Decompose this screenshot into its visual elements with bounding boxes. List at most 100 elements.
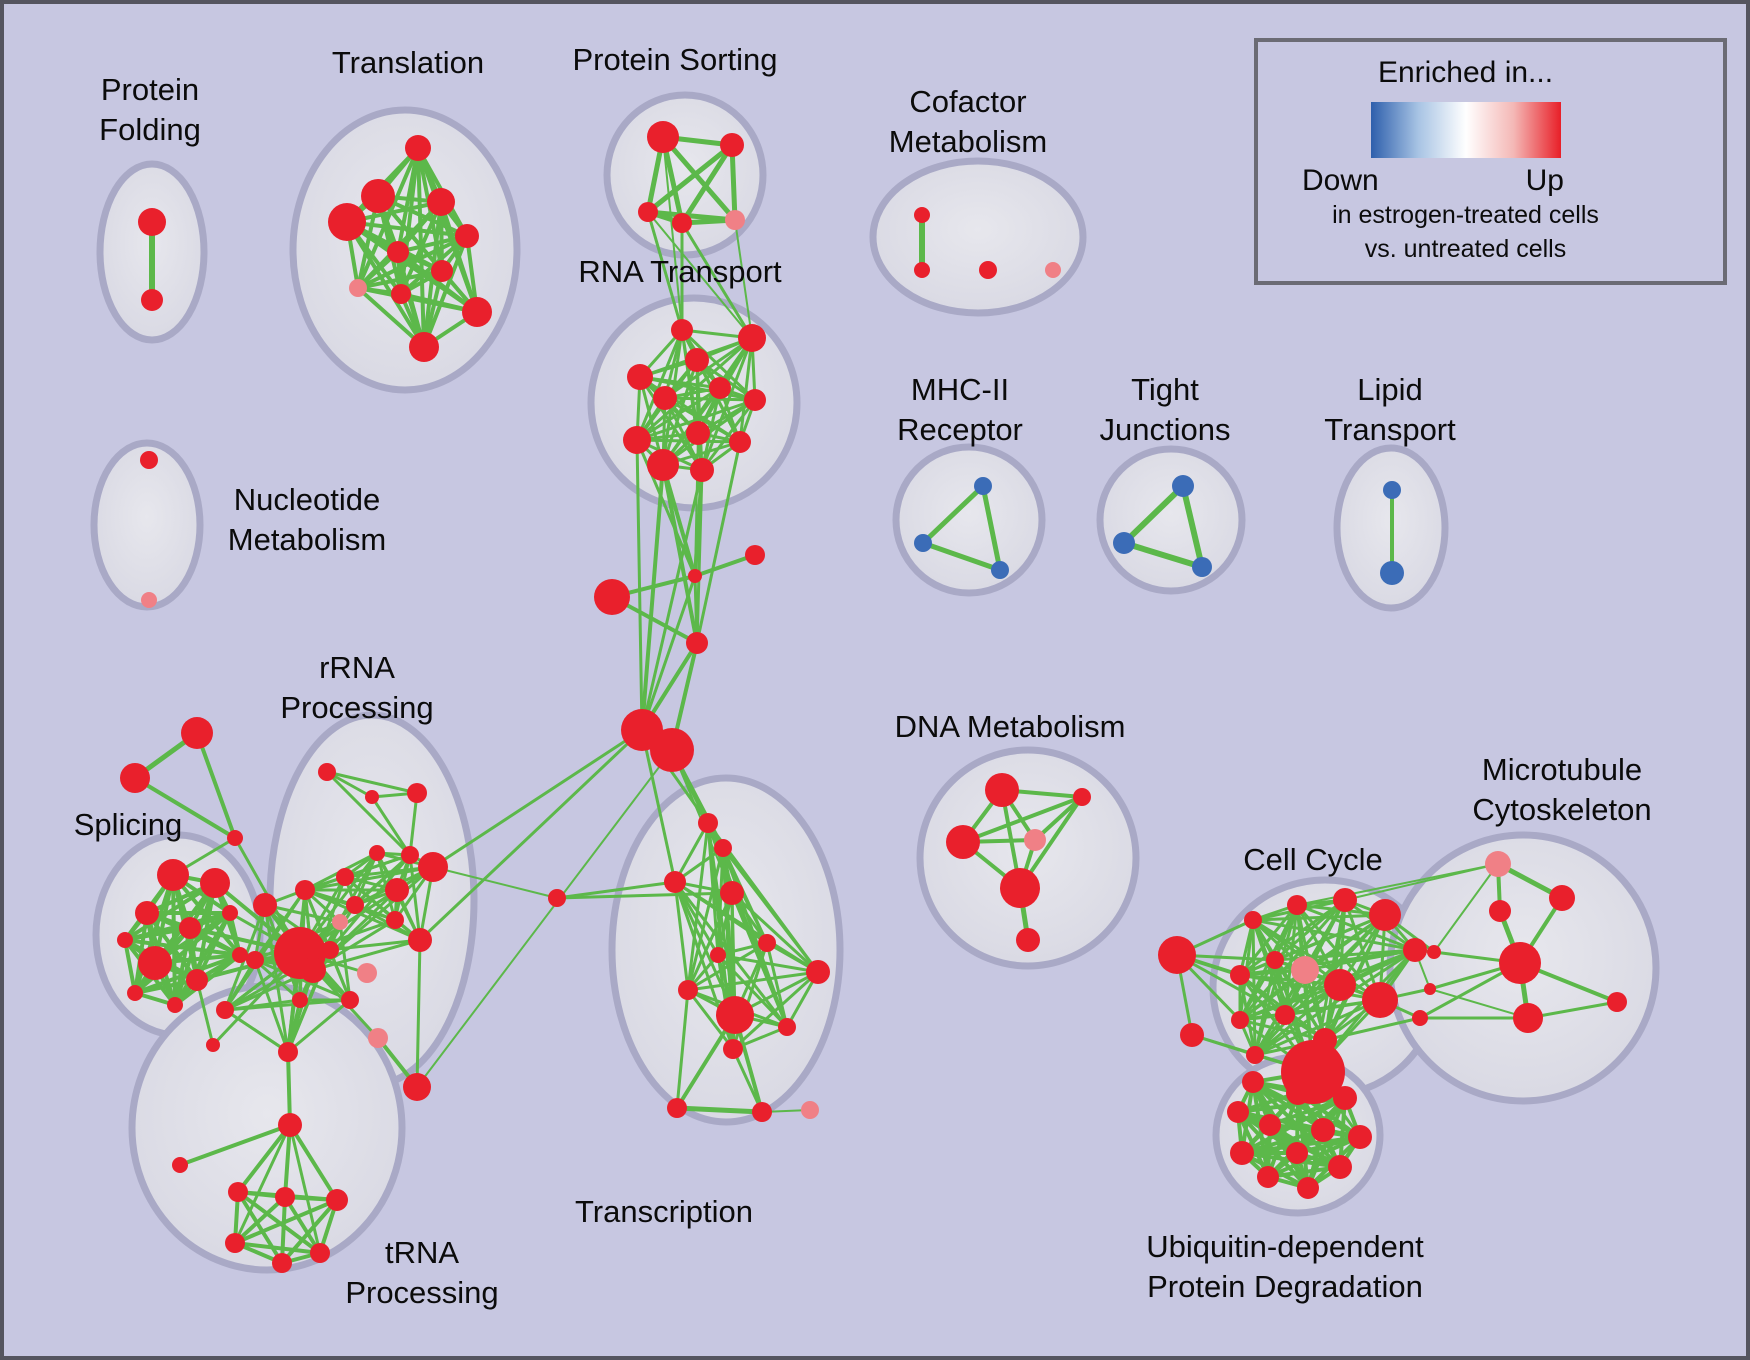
cluster-label-rrna-processing: rRNA	[319, 650, 395, 685]
clique-edge-transcription	[673, 821, 710, 884]
overlap-edge	[734, 219, 753, 339]
gene-set-node-21	[627, 364, 653, 390]
clique-edge-rna-transport	[663, 396, 757, 402]
legend: Enriched in... Down Up in estrogen-treat…	[1254, 38, 1727, 285]
gene-set-node-58	[336, 868, 354, 886]
overlap-edge	[236, 1123, 292, 1194]
gene-set-node-74	[292, 992, 308, 1008]
clique-edge-splicing	[123, 938, 242, 957]
gene-set-node-35	[914, 534, 932, 552]
cluster-label-ubiquitin-degradation: Ubiquitin-dependent	[1146, 1229, 1424, 1264]
gene-set-node-127	[1291, 956, 1319, 984]
gene-set-node-116	[1073, 788, 1091, 806]
gene-set-node-69	[408, 928, 432, 952]
clique-edge-transcription	[686, 988, 735, 1051]
gene-set-node-81	[179, 917, 201, 939]
gene-set-node-50	[181, 717, 213, 749]
clique-edge-transcription	[765, 941, 789, 1029]
clique-edge-rrna-a	[325, 770, 412, 857]
cluster-label-lipid-transport: Lipid	[1357, 372, 1423, 407]
clique-edge-rrna-c	[286, 998, 352, 1054]
overlap-edge	[415, 938, 422, 1089]
overlap-edge	[178, 1123, 292, 1167]
gene-set-node-140	[1513, 1003, 1543, 1033]
gene-set-node-104	[710, 947, 726, 963]
cluster-label-rna-transport: RNA Transport	[578, 254, 782, 289]
gene-set-node-87	[167, 997, 183, 1013]
overlap-edge	[195, 731, 237, 840]
gene-set-node-34	[974, 477, 992, 495]
overlap-edge	[1175, 953, 1287, 1017]
gene-set-node-134	[1246, 1046, 1264, 1064]
gene-set-node-36	[991, 561, 1009, 579]
clique-edge-cell-cycle	[1273, 898, 1347, 962]
cluster-label-trna-processing: tRNA	[385, 1235, 459, 1270]
overlap-edge	[680, 221, 754, 340]
clique-edge-cell-cycle	[1238, 958, 1277, 1022]
gene-set-node-120	[1244, 911, 1262, 929]
gene-set-node-145	[1242, 1071, 1264, 1093]
gene-set-node-123	[1369, 899, 1401, 931]
gene-set-node-146	[1286, 1081, 1310, 1105]
gene-set-node-18	[671, 319, 693, 341]
gene-set-node-93	[275, 1187, 295, 1207]
clique-edge-transcription	[730, 891, 820, 974]
gene-set-node-43	[141, 592, 157, 608]
gene-set-node-82	[138, 946, 172, 980]
gene-set-node-2	[405, 135, 431, 161]
gene-set-node-94	[326, 1189, 348, 1211]
cluster-ellipse-tight-junctions	[1096, 445, 1246, 595]
legend-down-label: Down	[1302, 164, 1379, 197]
cluster-label-mhc-ii-receptor: MHC-II	[911, 372, 1009, 407]
gene-set-node-131	[1275, 1005, 1295, 1025]
overlap-edge	[662, 136, 683, 331]
clique-edge-protein-sorting	[645, 142, 735, 215]
overlap-edge	[223, 1008, 290, 1054]
clique-edge-splicing	[133, 953, 242, 995]
gene-set-node-51	[120, 763, 150, 793]
overlap-edge	[635, 438, 644, 732]
cluster-label-splicing: Splicing	[74, 807, 183, 842]
clique-edge-transcription	[686, 891, 734, 992]
overlap-edge	[694, 432, 699, 577]
clique-edge-rrna-b	[303, 853, 412, 892]
overlap-edge	[640, 574, 697, 732]
clique-edge-transcription	[716, 953, 789, 1029]
clique-edge-splicing	[123, 938, 137, 995]
gene-set-node-139	[1499, 942, 1541, 984]
overlap-edge	[431, 728, 644, 869]
gene-set-node-122	[1333, 888, 1357, 912]
cluster-label-nucleotide-metabolism: Metabolism	[228, 522, 387, 557]
clique-edge-trna-ring	[236, 1190, 284, 1265]
gene-set-node-135	[1180, 1023, 1204, 1047]
gene-set-node-33	[1045, 262, 1061, 278]
gene-set-node-92	[228, 1182, 248, 1202]
overlap-edge	[195, 978, 215, 1047]
clique-edge-rna-transport	[638, 375, 757, 402]
gene-set-node-79	[200, 868, 230, 898]
gene-set-node-4	[427, 188, 455, 216]
gene-set-node-143	[1424, 983, 1436, 995]
gene-set-node-41	[1380, 561, 1404, 585]
gene-set-node-11	[462, 297, 492, 327]
overlap-edge	[640, 468, 704, 732]
gene-set-node-118	[1016, 928, 1040, 952]
gene-set-node-19	[738, 324, 766, 352]
overlap-edge	[288, 1123, 322, 1255]
legend-gradient-bar	[1370, 102, 1561, 158]
gene-set-node-60	[332, 914, 348, 930]
clique-edge-protein-sorting	[729, 142, 738, 223]
gene-set-node-47	[686, 632, 708, 654]
clique-edge-tight-junctions	[1121, 540, 1205, 570]
clique-edge-splicing	[173, 911, 232, 1007]
clique-edge-transcription	[686, 821, 710, 992]
gene-set-node-73	[341, 991, 359, 1009]
clique-edge-trna-ring	[233, 1198, 339, 1245]
clique-edge-translation	[345, 220, 469, 238]
clique-edge-rrna-b	[353, 853, 412, 907]
overlap-edge	[693, 574, 699, 645]
gene-set-node-142	[1427, 945, 1441, 959]
gene-set-node-31	[914, 262, 930, 278]
clique-edge-tight-junctions	[1180, 483, 1205, 570]
